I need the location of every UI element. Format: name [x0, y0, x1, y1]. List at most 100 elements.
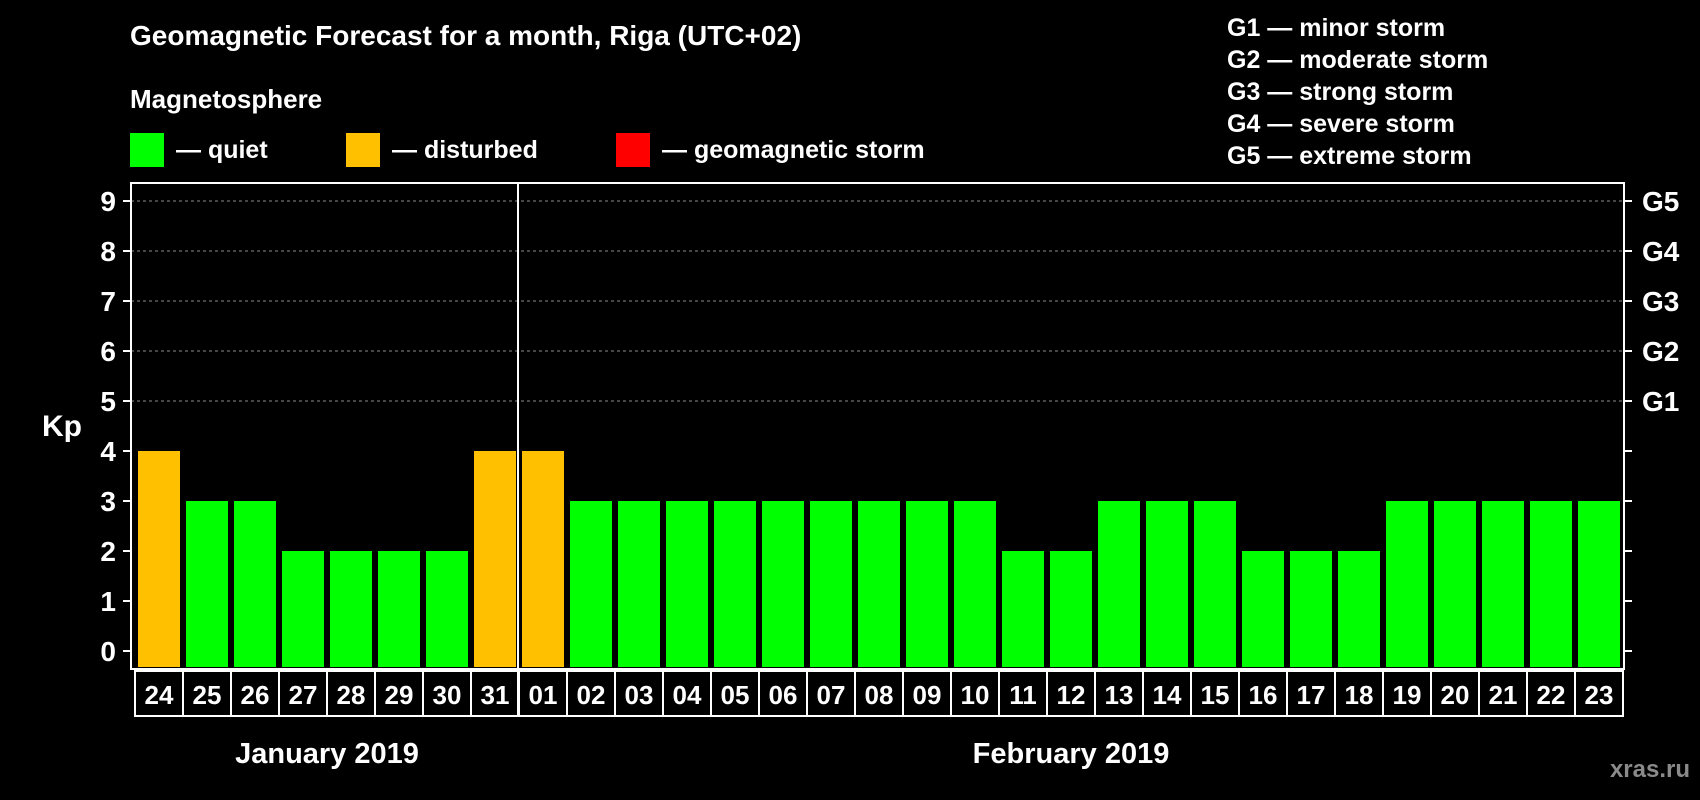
legend-label-quiet: — quiet: [176, 135, 268, 164]
x-tick-label-16: 16: [1249, 680, 1278, 710]
legend-swatch-quiet: [130, 133, 164, 167]
y-tick-label-7: 7: [100, 286, 116, 317]
bar-20: [1434, 501, 1476, 667]
x-tick-label-29: 29: [385, 680, 414, 710]
bar-series: [138, 451, 1620, 667]
bar-07: [810, 501, 852, 667]
x-tick-label-05: 05: [721, 680, 750, 710]
x-tick-label-13: 13: [1105, 680, 1134, 710]
x-tick-label-04: 04: [673, 680, 702, 710]
bar-11: [1002, 551, 1044, 667]
magnetosphere-label: Magnetosphere: [130, 84, 323, 114]
bar-10: [954, 501, 996, 667]
x-tick-label-27: 27: [289, 680, 318, 710]
axes: [123, 182, 1632, 717]
grid-lines: [131, 200, 1624, 402]
x-tick-label-12: 12: [1057, 680, 1086, 710]
x-tick-label-06: 06: [769, 680, 798, 710]
x-tick-label-08: 08: [865, 680, 894, 710]
bar-26: [234, 501, 276, 667]
x-tick-label-03: 03: [625, 680, 654, 710]
y-tick-label-1: 1: [100, 586, 116, 617]
bar-17: [1290, 551, 1332, 667]
x-tick-label-31: 31: [481, 680, 510, 710]
x-tick-label-30: 30: [433, 680, 462, 710]
x-tick-label-17: 17: [1297, 680, 1326, 710]
bar-29: [378, 551, 420, 667]
month-label-1: February 2019: [973, 738, 1170, 770]
bar-31: [474, 451, 516, 667]
bar-22: [1530, 501, 1572, 667]
storm-scale-legend: G1 — minor storm G2 — moderate storm G3 …: [1227, 12, 1488, 172]
y-axis-label: Kp: [42, 410, 82, 443]
plot-frame: [130, 182, 1625, 670]
x-tick-label-24: 24: [145, 680, 174, 710]
legend-label-storm: — geomagnetic storm: [662, 135, 925, 164]
y-tick-label-9: 9: [100, 186, 116, 217]
x-tick-label-25: 25: [193, 680, 222, 710]
right-axis-label-g2: G2: [1642, 336, 1679, 367]
right-axis-label-g3: G3: [1642, 286, 1679, 317]
bar-24: [138, 451, 180, 667]
x-tick-label-09: 09: [913, 680, 942, 710]
x-tick-label-07: 07: [817, 680, 846, 710]
x-tick-label-01: 01: [529, 680, 558, 710]
bar-05: [714, 501, 756, 667]
bar-23: [1578, 501, 1620, 667]
bar-30: [426, 551, 468, 667]
right-axis-label-g4: G4: [1642, 236, 1680, 267]
bar-06: [762, 501, 804, 667]
y-tick-label-2: 2: [100, 536, 116, 567]
storm-scale-g1: G1 — minor storm: [1227, 14, 1446, 42]
x-tick-label-10: 10: [961, 680, 990, 710]
bar-15: [1194, 501, 1236, 667]
storm-scale-g2: G2 — moderate storm: [1227, 46, 1489, 74]
bar-21: [1482, 501, 1524, 667]
right-axis-label-g1: G1: [1642, 386, 1679, 417]
legend-label-disturbed: — disturbed: [392, 135, 538, 164]
bar-28: [330, 551, 372, 667]
bar-25: [186, 501, 228, 667]
x-tick-label-23: 23: [1585, 680, 1614, 710]
bar-09: [906, 501, 948, 667]
storm-scale-g3: G3 — strong storm: [1227, 78, 1454, 106]
legend-swatch-disturbed: [346, 133, 380, 167]
storm-scale-g4: G4 — severe storm: [1227, 110, 1455, 138]
bar-08: [858, 501, 900, 667]
bar-16: [1242, 551, 1284, 667]
storm-scale-g5: G5 — extreme storm: [1227, 142, 1472, 170]
x-tick-label-19: 19: [1393, 680, 1422, 710]
y-tick-label-6: 6: [100, 336, 116, 367]
bar-18: [1338, 551, 1380, 667]
x-tick-label-21: 21: [1489, 680, 1518, 710]
x-tick-label-28: 28: [337, 680, 366, 710]
x-tick-label-18: 18: [1345, 680, 1374, 710]
legend-storm: — geomagnetic storm: [616, 133, 925, 167]
bar-27: [282, 551, 324, 667]
y-tick-label-8: 8: [100, 236, 116, 267]
x-tick-label-15: 15: [1201, 680, 1230, 710]
y-tick-label-4: 4: [100, 436, 116, 467]
bar-19: [1386, 501, 1428, 667]
bar-13: [1098, 501, 1140, 667]
category-frame: [134, 670, 1624, 717]
watermark: xras.ru: [1609, 756, 1690, 783]
x-tick-label-26: 26: [241, 680, 270, 710]
y-tick-label-0: 0: [100, 636, 116, 667]
x-tick-label-14: 14: [1153, 680, 1182, 710]
right-axis-label-g5: G5: [1642, 186, 1679, 217]
chart-title: Geomagnetic Forecast for a month, Riga (…: [130, 20, 802, 51]
y-tick-label-3: 3: [100, 486, 116, 517]
y-tick-label-5: 5: [100, 386, 116, 417]
month-label-0: January 2019: [235, 738, 419, 770]
bar-03: [618, 501, 660, 667]
bar-04: [666, 501, 708, 667]
bar-01: [522, 451, 564, 667]
bar-14: [1146, 501, 1188, 667]
bar-12: [1050, 551, 1092, 667]
x-tick-label-11: 11: [1009, 680, 1037, 710]
legend-swatch-storm: [616, 133, 650, 167]
x-tick-label-22: 22: [1537, 680, 1566, 710]
